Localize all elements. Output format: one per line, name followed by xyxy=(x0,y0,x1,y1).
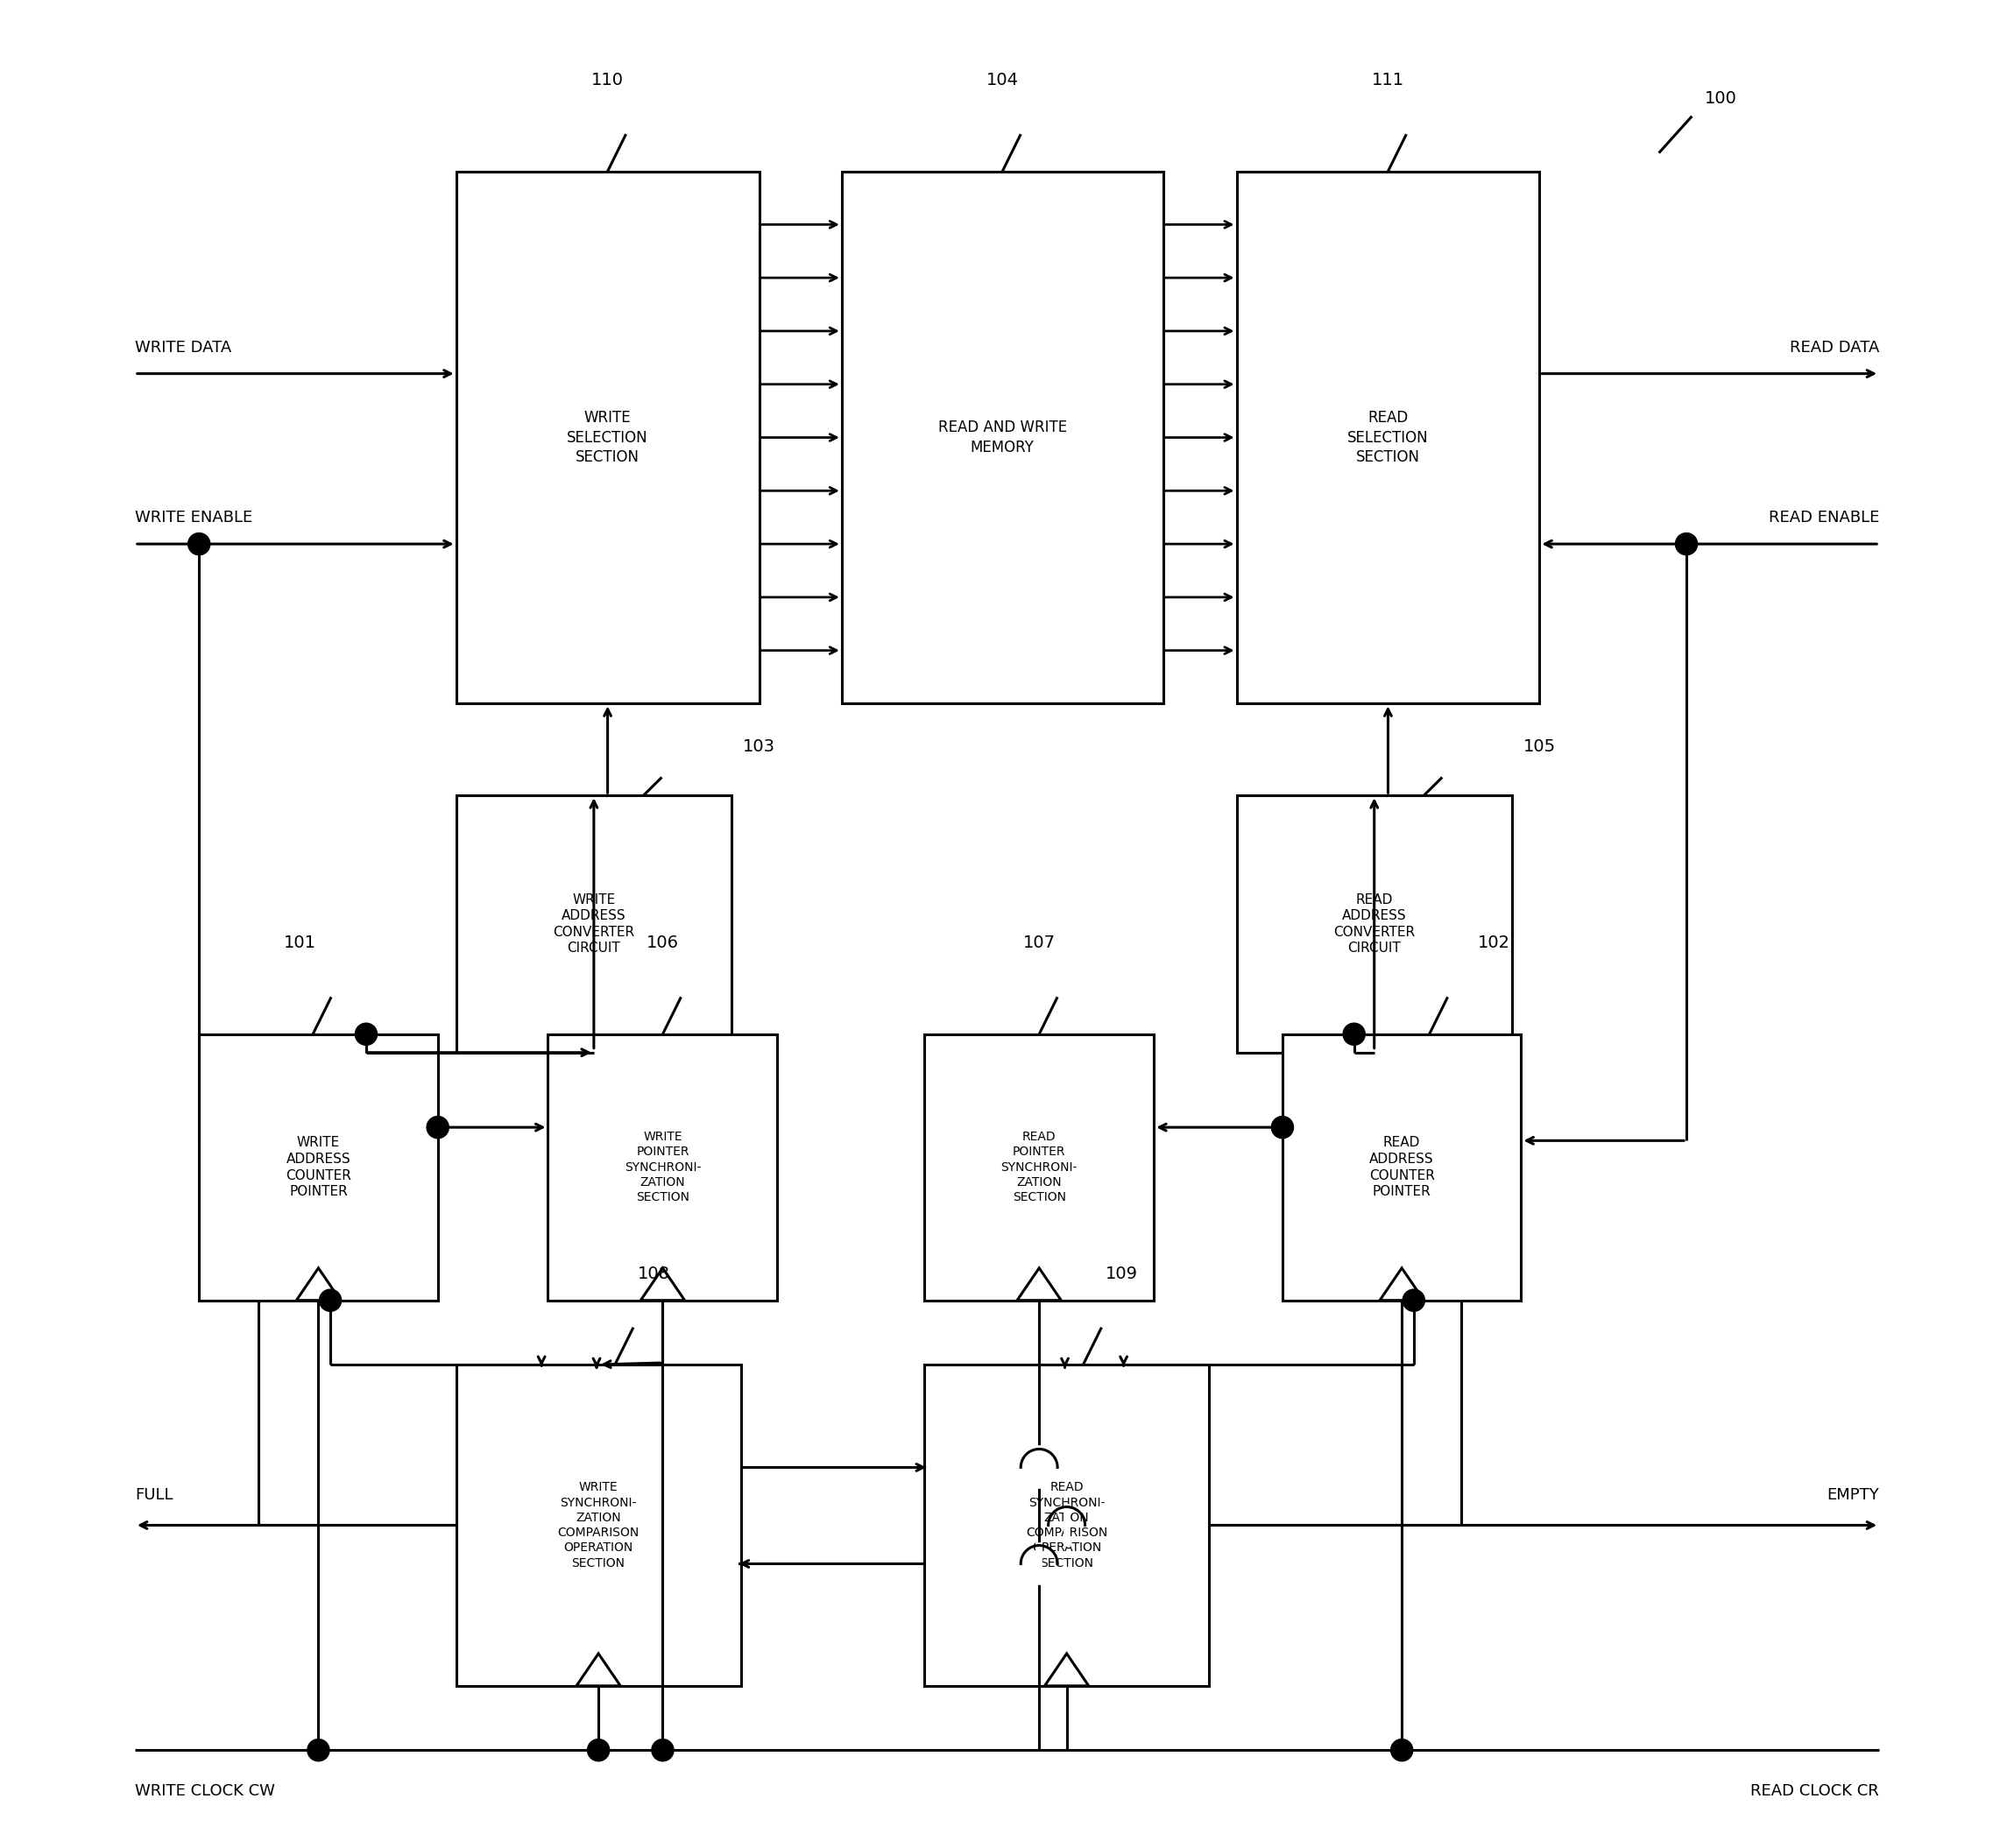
Circle shape xyxy=(320,1290,340,1312)
FancyBboxPatch shape xyxy=(1283,1035,1521,1301)
Text: 100: 100 xyxy=(1704,91,1738,107)
Text: WRITE DATA: WRITE DATA xyxy=(135,340,232,355)
FancyBboxPatch shape xyxy=(1237,172,1539,704)
Text: 111: 111 xyxy=(1372,72,1404,89)
FancyBboxPatch shape xyxy=(455,1364,741,1685)
Circle shape xyxy=(1392,1739,1412,1761)
Text: WRITE CLOCK CW: WRITE CLOCK CW xyxy=(135,1783,274,1798)
Circle shape xyxy=(588,1739,610,1761)
Text: 105: 105 xyxy=(1523,739,1555,756)
FancyBboxPatch shape xyxy=(455,795,731,1053)
FancyBboxPatch shape xyxy=(455,172,759,704)
Circle shape xyxy=(187,532,209,554)
Text: READ AND WRITE
MEMORY: READ AND WRITE MEMORY xyxy=(939,419,1067,455)
Text: READ DATA: READ DATA xyxy=(1790,340,1879,355)
Text: READ CLOCK CR: READ CLOCK CR xyxy=(1750,1783,1879,1798)
FancyBboxPatch shape xyxy=(842,172,1162,704)
Circle shape xyxy=(427,1116,449,1138)
FancyBboxPatch shape xyxy=(924,1035,1154,1301)
Text: 108: 108 xyxy=(636,1266,671,1283)
FancyBboxPatch shape xyxy=(548,1035,777,1301)
Text: WRITE
ADDRESS
CONVERTER
CIRCUIT: WRITE ADDRESS CONVERTER CIRCUIT xyxy=(554,893,634,955)
Circle shape xyxy=(653,1739,675,1761)
Text: READ
POINTER
SYNCHRONI-
ZATION
SECTION: READ POINTER SYNCHRONI- ZATION SECTION xyxy=(1001,1131,1077,1203)
Text: 110: 110 xyxy=(592,72,624,89)
Circle shape xyxy=(1676,532,1698,554)
Text: READ
ADDRESS
COUNTER
POINTER: READ ADDRESS COUNTER POINTER xyxy=(1370,1137,1434,1198)
Text: WRITE ENABLE: WRITE ENABLE xyxy=(135,510,252,525)
FancyBboxPatch shape xyxy=(924,1364,1208,1685)
Circle shape xyxy=(308,1739,330,1761)
Text: WRITE
SELECTION
SECTION: WRITE SELECTION SECTION xyxy=(568,410,649,466)
Text: READ
ADDRESS
CONVERTER
CIRCUIT: READ ADDRESS CONVERTER CIRCUIT xyxy=(1333,893,1416,955)
Circle shape xyxy=(1271,1116,1293,1138)
Text: WRITE
ADDRESS
COUNTER
POINTER: WRITE ADDRESS COUNTER POINTER xyxy=(286,1137,350,1198)
Text: READ
SELECTION
SECTION: READ SELECTION SECTION xyxy=(1347,410,1428,466)
Text: 106: 106 xyxy=(646,935,679,952)
Text: FULL: FULL xyxy=(135,1488,173,1502)
Text: WRITE
SYNCHRONI-
ZATION
COMPARISON
OPERATION
SECTION: WRITE SYNCHRONI- ZATION COMPARISON OPERA… xyxy=(558,1482,638,1569)
Text: READ
SYNCHRONI-
ZATION
COMPARISON
OPERATION
SECTION: READ SYNCHRONI- ZATION COMPARISON OPERAT… xyxy=(1025,1482,1108,1569)
Text: 103: 103 xyxy=(743,739,775,756)
Text: WRITE
POINTER
SYNCHRONI-
ZATION
SECTION: WRITE POINTER SYNCHRONI- ZATION SECTION xyxy=(624,1131,701,1203)
Text: EMPTY: EMPTY xyxy=(1827,1488,1879,1502)
Text: 104: 104 xyxy=(987,72,1019,89)
Circle shape xyxy=(354,1024,377,1046)
Text: 102: 102 xyxy=(1478,935,1510,952)
Text: READ ENABLE: READ ENABLE xyxy=(1768,510,1879,525)
Circle shape xyxy=(1343,1024,1365,1046)
Text: 107: 107 xyxy=(1023,935,1055,952)
Text: 109: 109 xyxy=(1106,1266,1138,1283)
Text: 101: 101 xyxy=(284,935,316,952)
FancyBboxPatch shape xyxy=(1237,795,1513,1053)
Circle shape xyxy=(1402,1290,1424,1312)
FancyBboxPatch shape xyxy=(199,1035,437,1301)
